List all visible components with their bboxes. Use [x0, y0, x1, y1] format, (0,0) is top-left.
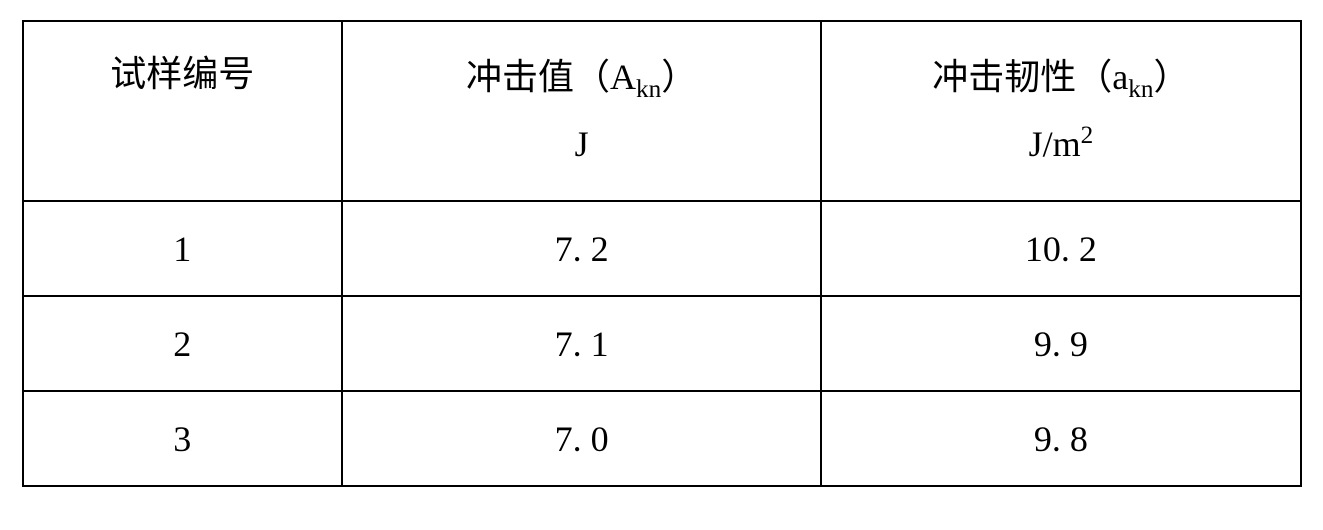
cell-sample-no: 2 [23, 296, 343, 391]
cell-impact-value: 7. 2 [342, 201, 821, 296]
column-header-impact-value: 冲击值（Akn） J [342, 21, 821, 201]
header-text-line1: 冲击值（Akn） [353, 45, 810, 113]
cell-impact-toughness: 10. 2 [821, 201, 1300, 296]
header-unit: J [353, 112, 810, 177]
table-row: 2 7. 1 9. 9 [23, 296, 1301, 391]
header-pre: 冲击值（A [466, 57, 636, 97]
cell-sample-no: 3 [23, 391, 343, 486]
table-header-row: 试样编号 冲击值（Akn） J 冲击韧性（akn） J/m2 [23, 21, 1301, 201]
cell-impact-toughness: 9. 9 [821, 296, 1300, 391]
cell-impact-value: 7. 0 [342, 391, 821, 486]
header-pre: 冲击韧性（a [932, 57, 1128, 97]
header-post: ） [661, 57, 697, 97]
header-post: ） [1153, 57, 1189, 97]
header-subscript: kn [636, 76, 661, 103]
cell-impact-toughness: 9. 8 [821, 391, 1300, 486]
unit-superscript: 2 [1081, 122, 1094, 149]
impact-test-table: 试样编号 冲击值（Akn） J 冲击韧性（akn） J/m2 [22, 20, 1302, 487]
unit-pre: J/m [1029, 124, 1081, 164]
header-unit: J/m2 [832, 112, 1289, 177]
cell-impact-value: 7. 1 [342, 296, 821, 391]
column-header-sample-no: 试样编号 [23, 21, 343, 201]
header-text-line1: 冲击韧性（akn） [832, 45, 1289, 113]
data-table-container: 试样编号 冲击值（Akn） J 冲击韧性（akn） J/m2 [22, 20, 1302, 487]
header-subscript: kn [1128, 76, 1153, 103]
table-row: 3 7. 0 9. 8 [23, 391, 1301, 486]
column-header-impact-toughness: 冲击韧性（akn） J/m2 [821, 21, 1300, 201]
header-text: 试样编号 [24, 42, 342, 107]
cell-sample-no: 1 [23, 201, 343, 296]
table-row: 1 7. 2 10. 2 [23, 201, 1301, 296]
